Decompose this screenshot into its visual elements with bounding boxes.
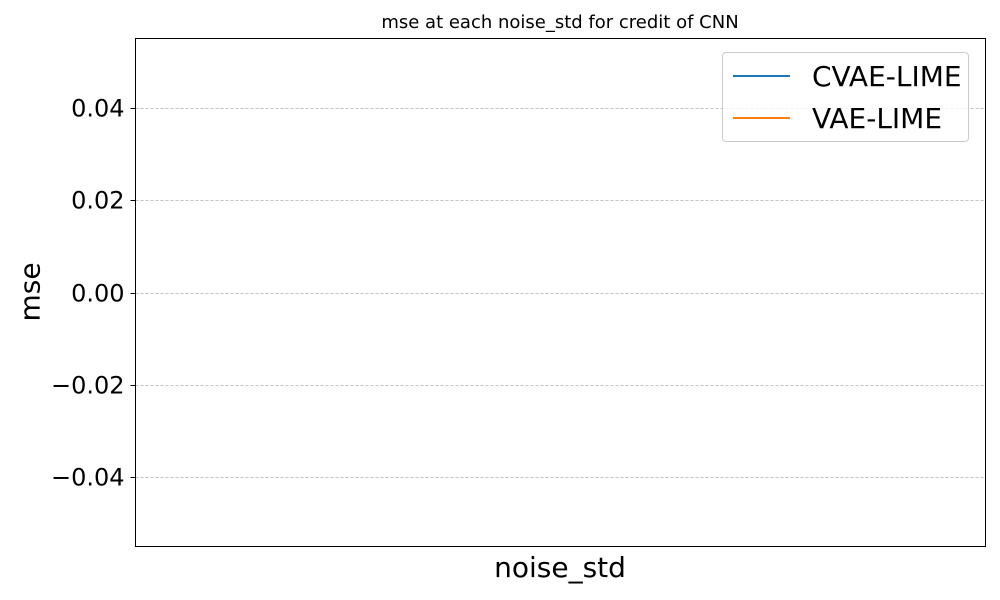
y-tick-label: 0.04: [71, 95, 124, 123]
chart-title: mse at each noise_std for credit of CNN: [381, 12, 739, 33]
legend-label-cvae-lime: CVAE-LIME: [812, 59, 962, 93]
legend-swatch-vae-lime: [733, 117, 790, 119]
legend-item-vae-lime: VAE-LIME: [733, 101, 942, 135]
y-gridlines: [135, 108, 986, 478]
y-tick-label: −0.02: [51, 372, 125, 400]
plot-area: [135, 38, 986, 547]
legend-label-vae-lime: VAE-LIME: [812, 101, 943, 135]
legend-item-cvae-lime: CVAE-LIME: [733, 59, 962, 93]
y-axis-label: mse: [13, 262, 47, 322]
y-tick-label: 0.02: [71, 187, 124, 215]
legend-swatch-cvae-lime: [733, 75, 790, 77]
y-axis-ticks: 0.04 0.02 0.00 −0.02 −0.04: [51, 95, 136, 492]
legend: CVAE-LIME VAE-LIME: [722, 52, 969, 142]
y-tick-label: −0.04: [51, 464, 125, 492]
y-tick-label: 0.00: [71, 280, 124, 308]
x-axis-label: noise_std: [494, 551, 626, 584]
